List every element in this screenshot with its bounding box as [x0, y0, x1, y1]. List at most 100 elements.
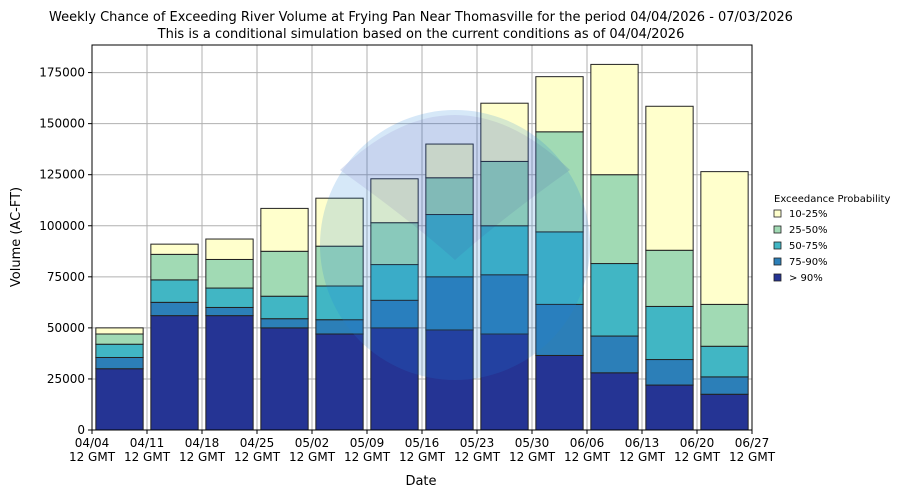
bar-segment — [645, 305, 694, 361]
x-tick-label-date: 05/09 — [350, 436, 385, 450]
bar-segment — [425, 143, 474, 179]
x-tick-label-time: 12 GMT — [729, 450, 776, 464]
x-tick-label-date: 05/30 — [515, 436, 550, 450]
bar-segment — [535, 76, 584, 133]
x-axis-label: Date — [405, 474, 436, 489]
bar-segment — [480, 160, 529, 227]
x-tick-label-date: 05/02 — [295, 436, 330, 450]
bar-segment — [260, 295, 309, 320]
x-tick-label-time: 12 GMT — [179, 450, 226, 464]
bar-segment — [480, 102, 529, 162]
legend-label: 50-75% — [789, 241, 828, 252]
x-tick-label-date: 04/25 — [240, 436, 275, 450]
bar-segment — [645, 249, 694, 307]
legend-swatch — [773, 225, 782, 234]
chart-title: Weekly Chance of Exceeding River Volume … — [49, 10, 793, 25]
x-tick-label-time: 12 GMT — [289, 450, 336, 464]
x-tick-label-time: 12 GMT — [509, 450, 556, 464]
bar-segment — [425, 329, 474, 431]
legend-swatch — [773, 209, 782, 218]
x-tick-label-date: 06/06 — [570, 436, 605, 450]
bar-segment — [205, 315, 254, 431]
bar-segment — [150, 243, 199, 255]
bar-segment — [535, 303, 584, 356]
bar-segment — [700, 171, 749, 305]
x-tick-label-date: 05/23 — [460, 436, 495, 450]
bar-segment — [95, 368, 144, 431]
y-tick-label: 175000 — [39, 66, 85, 80]
x-tick-label-date: 06/13 — [625, 436, 660, 450]
legend-label: 75-90% — [789, 257, 828, 268]
x-tick-label-time: 12 GMT — [674, 450, 721, 464]
bar-segment — [700, 376, 749, 395]
bar-segment — [425, 276, 474, 331]
bar-segment — [95, 356, 144, 370]
x-tick-label-time: 12 GMT — [564, 450, 611, 464]
bar-segment — [590, 263, 639, 337]
x-tick-label-time: 12 GMT — [234, 450, 281, 464]
bar-segment — [150, 253, 199, 281]
bar-segment — [700, 345, 749, 378]
bar-segment — [535, 354, 584, 431]
legend-label: 10-25% — [789, 209, 828, 220]
bar-segment — [315, 333, 364, 431]
bar-segment — [205, 258, 254, 289]
bar-segment — [150, 315, 199, 431]
legend-label: 25-50% — [789, 225, 828, 236]
noaa-watermark — [320, 110, 590, 380]
y-tick-label: 50000 — [47, 321, 85, 335]
bar-segment — [95, 343, 144, 358]
y-tick-label: 75000 — [47, 270, 85, 284]
bar-segment — [205, 287, 254, 308]
bar-segment — [260, 250, 309, 297]
x-tick-label-date: 06/27 — [735, 436, 770, 450]
x-tick-label-time: 12 GMT — [454, 450, 501, 464]
legend-swatch — [773, 273, 782, 282]
y-tick-label: 100000 — [39, 219, 85, 233]
x-tick-label-date: 04/18 — [185, 436, 220, 450]
bar-segment — [590, 174, 639, 265]
x-tick-label-date: 06/20 — [680, 436, 715, 450]
bar-segment — [645, 359, 694, 386]
y-tick-label: 125000 — [39, 168, 85, 182]
bar-segment — [370, 222, 419, 266]
legend-swatch — [773, 257, 782, 266]
legend-title: Exceedance Probability — [774, 194, 890, 205]
bar-segment — [700, 303, 749, 347]
bar-segment — [480, 274, 529, 335]
y-axis-label: Volume (AC-FT) — [9, 187, 24, 287]
x-tick-label-time: 12 GMT — [69, 450, 116, 464]
bar-segment — [95, 333, 144, 345]
x-tick-label-date: 04/04 — [75, 436, 110, 450]
bar-segment — [205, 238, 254, 260]
bar-segment — [700, 393, 749, 431]
y-tick-label: 0 — [77, 423, 85, 437]
bar-segment — [150, 301, 199, 317]
bar-segment — [315, 245, 364, 287]
x-tick-label-date: 04/11 — [130, 436, 165, 450]
bar-segment — [315, 285, 364, 321]
legend: Exceedance Probability 10-25% 25-50% 50-75… — [773, 194, 890, 284]
chart-subtitle: This is a conditional simulation based o… — [157, 27, 685, 42]
bar-segment — [260, 207, 309, 252]
bar-segment — [260, 327, 309, 431]
bar-segment — [480, 225, 529, 276]
bar-segment — [535, 231, 584, 305]
y-tick-label: 25000 — [47, 372, 85, 386]
x-tick-label-time: 12 GMT — [399, 450, 446, 464]
x-tick-label-time: 12 GMT — [619, 450, 666, 464]
y-tick-label: 150000 — [39, 117, 85, 131]
bar-segment — [590, 372, 639, 431]
bar-segment — [645, 105, 694, 251]
bar-segment — [425, 177, 474, 216]
x-tick-label-time: 12 GMT — [124, 450, 171, 464]
legend-swatch — [773, 241, 782, 250]
bar-segment — [260, 318, 309, 329]
bar-segment — [535, 131, 584, 233]
x-tick-label-time: 12 GMT — [344, 450, 391, 464]
bar-segment — [370, 178, 419, 224]
bar-segment — [590, 63, 639, 176]
bar-segment — [645, 384, 694, 431]
